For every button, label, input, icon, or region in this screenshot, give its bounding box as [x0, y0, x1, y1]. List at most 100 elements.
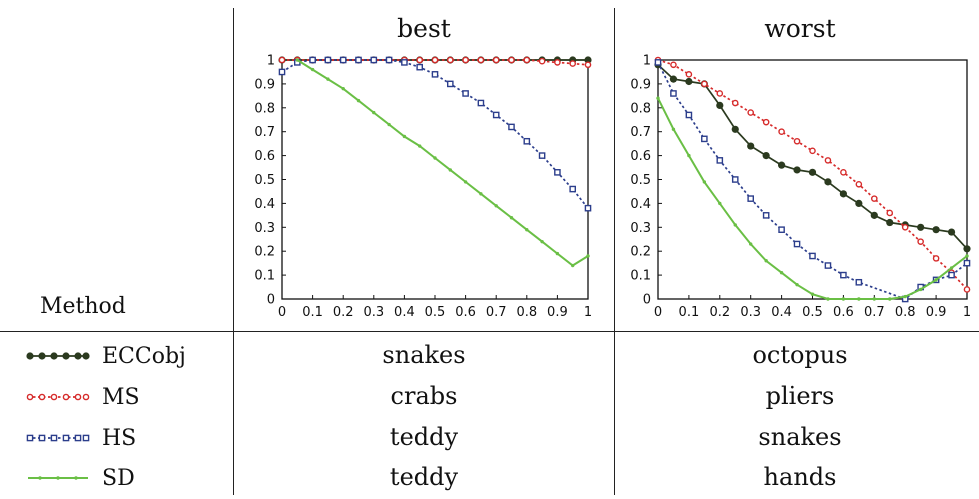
- worst-point-sd: [656, 96, 660, 100]
- best-point-sd: [402, 134, 407, 139]
- best-series-line-sd: [296, 59, 589, 267]
- worst-point-sd: [841, 297, 846, 301]
- worst-point-eccobj: [855, 199, 863, 207]
- worst-point-sd: [764, 259, 768, 263]
- worst-point-eccobj: [731, 125, 739, 133]
- worst-y-tick-label: 0.2: [630, 245, 651, 260]
- legend-swatch-sd: [28, 476, 88, 480]
- worst-cell-eccobj: octopus: [752, 341, 848, 369]
- best-point-ms: [431, 56, 439, 64]
- worst-point-ms: [917, 238, 924, 245]
- best-point-sd: [326, 77, 330, 81]
- worst-point-sd: [733, 223, 737, 227]
- worst-point-sd: [718, 201, 722, 206]
- legend-marker-ms: [82, 393, 90, 401]
- worst-point-sd: [795, 282, 799, 287]
- worst-point-eccobj: [839, 190, 847, 198]
- best-x-tick-label: 0.3: [363, 305, 384, 320]
- legend-marker-eccobj: [62, 352, 70, 360]
- best-point-hs: [324, 56, 332, 64]
- worst-point-sd: [934, 278, 938, 282]
- worst-series-line-sd: [657, 97, 968, 300]
- best-point-eccobj: [584, 56, 592, 64]
- legend-swatch-eccobj: [26, 352, 90, 360]
- legend-marker-ms: [62, 393, 70, 401]
- chart-worst: 0 0.1 0.2 0.3 0.4 0.5 0.6 0.7 0.8 0.9 1 0 0.1 0.2 0.3 0…: [630, 54, 971, 321]
- worst-point-sd: [702, 180, 707, 184]
- best-cell-eccobj: snakes: [382, 341, 466, 369]
- worst-point-eccobj: [870, 211, 878, 219]
- best-point-sd: [310, 67, 315, 72]
- table-row-hs: HS: [26, 421, 136, 455]
- table-row-sd: SD: [26, 461, 135, 495]
- worst-cell-ms: pliers: [765, 382, 835, 410]
- worst-point-ms: [855, 180, 863, 188]
- worst-point-hs: [963, 259, 971, 267]
- legend-marker-hs: [62, 434, 70, 442]
- best-point-sd: [555, 251, 560, 256]
- best-y-tick-label: 0.2: [254, 245, 275, 260]
- best-x-tick-label: 0.5: [425, 305, 446, 320]
- worst-point-eccobj: [778, 161, 786, 169]
- worst-point-sd: [687, 153, 691, 158]
- worst-point-ms: [840, 169, 847, 176]
- best-point-ms: [584, 61, 592, 69]
- worst-x-tick-label: 0.9: [926, 305, 947, 320]
- legend-marker-hs: [74, 434, 82, 442]
- method-name-sd: SD: [102, 465, 135, 491]
- worst-point-eccobj: [808, 168, 817, 176]
- worst-x-tick-label: 0.3: [740, 305, 761, 320]
- worst-x-tick-label: 0.8: [895, 305, 916, 320]
- worst-point-hs: [809, 252, 816, 260]
- worst-point-sd: [888, 297, 892, 301]
- legend-marker-sd: [74, 476, 78, 480]
- worst-point-ms: [932, 255, 940, 262]
- worst-y-tick-label: 0.4: [630, 197, 651, 212]
- best-y-tick-label: 0.3: [254, 221, 275, 236]
- best-point-hs: [538, 152, 546, 159]
- legend-marker-ms: [74, 393, 82, 401]
- worst-point-ms: [747, 109, 754, 116]
- best-series-line-ms: [282, 59, 589, 66]
- worst-point-ms: [778, 128, 785, 135]
- worst-point-eccobj: [963, 245, 971, 253]
- legend-marker-ms: [26, 393, 34, 401]
- best-point-ms: [538, 57, 546, 65]
- best-point-hs: [477, 99, 485, 107]
- worst-point-sd: [749, 242, 753, 246]
- worst-point-hs: [855, 278, 863, 286]
- best-point-ms: [569, 60, 577, 67]
- best-point-sd: [494, 204, 498, 208]
- best-x-tick-label: 0.7: [486, 305, 507, 320]
- worst-point-ms: [762, 118, 770, 126]
- worst-point-eccobj: [793, 166, 801, 174]
- best-x-tick-label: 0.6: [455, 305, 476, 320]
- best-point-sd: [540, 239, 544, 244]
- header-rule: [0, 331, 979, 333]
- best-point-sd: [586, 254, 590, 258]
- worst-point-eccobj: [716, 101, 724, 110]
- best-point-hs: [569, 185, 577, 193]
- best-point-sd: [463, 180, 468, 184]
- worst-point-hs: [685, 111, 693, 119]
- best-cell-ms: crabs: [390, 382, 458, 410]
- worst-point-ms: [670, 61, 677, 69]
- best-point-sd: [372, 110, 376, 115]
- legend-marker-hs: [38, 434, 46, 442]
- table-row-ms: MS: [26, 380, 140, 414]
- worst-point-sd: [872, 297, 876, 301]
- worst-point-eccobj: [947, 228, 956, 236]
- best-point-ms: [554, 59, 561, 66]
- best-point-hs: [278, 68, 286, 76]
- best-point-hs: [401, 59, 408, 66]
- worst-x-tick-label: 0.5: [802, 305, 823, 320]
- best-point-ms: [416, 56, 423, 64]
- worst-point-eccobj: [886, 218, 894, 227]
- best-plot-frame: [281, 59, 589, 300]
- legend-marker-hs: [26, 434, 34, 442]
- worst-x-tick-label: 0.2: [709, 305, 730, 320]
- worst-point-ms: [870, 195, 878, 202]
- best-y-tick-label: 0.1: [254, 269, 275, 284]
- best-point-sd: [418, 144, 422, 148]
- best-y-tick-label: 0.5: [254, 173, 275, 188]
